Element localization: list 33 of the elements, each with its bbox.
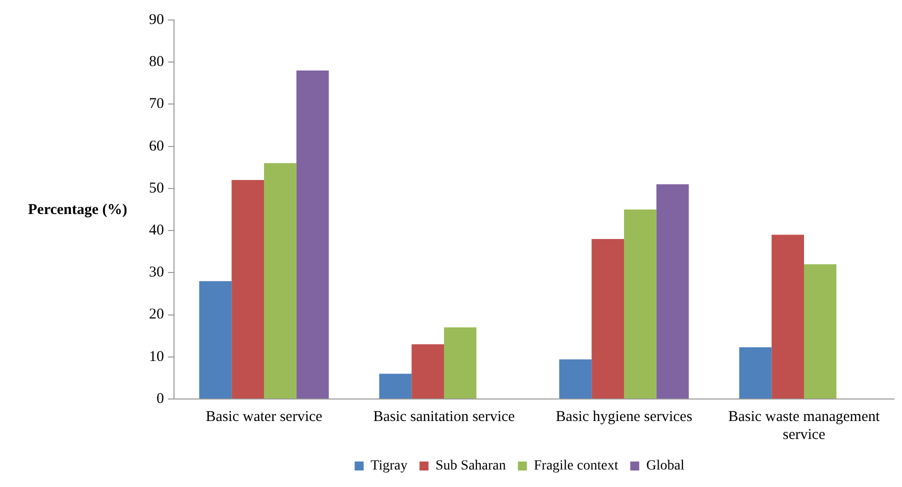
bar — [656, 184, 689, 398]
bar — [772, 234, 804, 398]
bar — [379, 374, 412, 398]
x-tick-label: Basic hygiene services — [556, 408, 692, 425]
bar — [296, 70, 329, 398]
y-tick-label: 80 — [149, 54, 164, 70]
bar — [199, 281, 232, 398]
y-tick-label: 60 — [149, 138, 164, 154]
legend-label: Sub Saharan — [435, 458, 506, 474]
y-tick-label: 30 — [149, 264, 164, 281]
y-tick-label: 10 — [149, 348, 164, 365]
bar — [804, 264, 836, 398]
x-tick-label: Basic sanitation service — [373, 408, 516, 425]
bar — [444, 327, 476, 398]
y-tick-label: 90 — [149, 12, 164, 28]
legend-label: Fragile context — [534, 458, 618, 474]
legend-label: Global — [646, 458, 684, 474]
bar — [592, 238, 624, 398]
bar — [232, 180, 264, 398]
y-tick-label: 40 — [149, 222, 164, 238]
y-axis-title: Percentage (%) — [28, 202, 128, 219]
bar — [412, 344, 444, 398]
x-tick-label: Basic water service — [206, 408, 323, 425]
y-tick-label: 50 — [149, 180, 164, 196]
bar — [559, 359, 592, 398]
legend-label: Tigray — [370, 458, 408, 474]
bar — [739, 347, 772, 398]
bar — [264, 163, 296, 398]
y-tick-label: 70 — [149, 96, 164, 112]
x-tick-label: Basic waste management service — [728, 408, 881, 443]
y-tick-label: 0 — [156, 390, 164, 407]
bar — [624, 210, 656, 398]
y-tick-label: 20 — [149, 306, 164, 323]
